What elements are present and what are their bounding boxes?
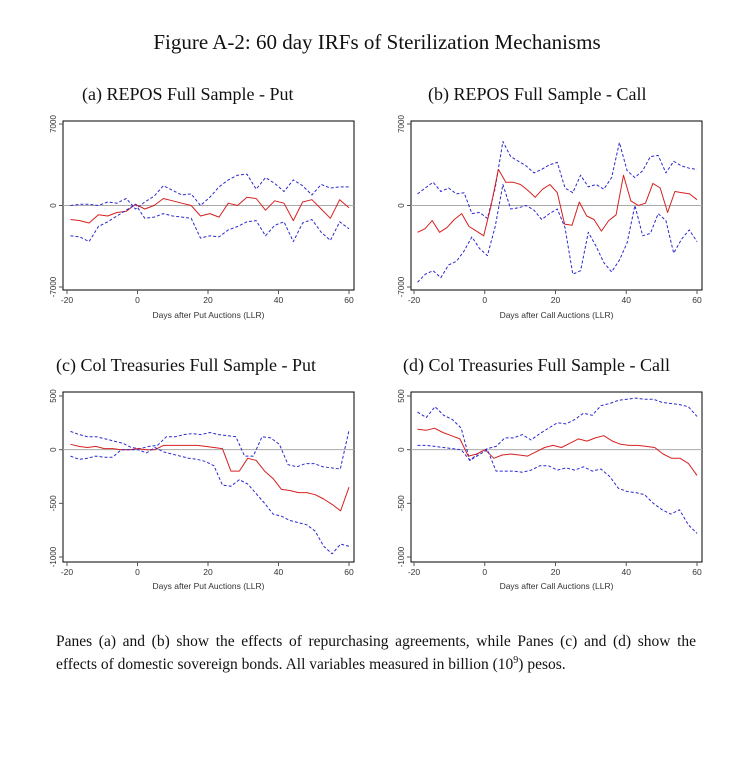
series-irf-line [417,168,698,237]
y-tick-label: 500 [397,389,406,403]
series-irf-line [417,427,698,476]
x-tick-label: 40 [274,567,284,577]
series-upper-line [417,397,698,461]
x-tick-label: -20 [61,295,74,305]
x-tick-label: -20 [408,567,421,577]
panel-a: 7000 0 -7000-20 0 20 40 60 Days after Put Aucti… [49,115,355,320]
x-tick-label: 0 [482,295,487,305]
panel-d-title: (d) Col Treasuries Full Sample - Call [403,355,670,375]
x-axis-label: Days after Call Auctions (LLR) [500,581,614,591]
series-lower-line [70,203,350,243]
series-upper-line [70,430,350,470]
x-tick-label: 20 [551,567,561,577]
y-tick-label: -7000 [49,276,58,297]
series-upper-line [417,141,698,219]
plot-frame [62,391,355,563]
panel-a-title: (a) REPOS Full Sample - Put [82,84,294,104]
plot-frame [410,391,703,563]
y-tick-label: 0 [397,203,406,208]
x-axis-label: Days after Call Auctions (LLR) [500,310,614,320]
x-axis-label: Days after Put Auctions (LLR) [153,310,265,320]
x-tick-label: 60 [692,295,702,305]
x-tick-label: -20 [61,567,74,577]
y-tick-label: -1000 [397,546,406,567]
panel-b: 7000 0 -7000-20 0 20 40 60 Days after Call Auct… [397,115,703,320]
x-tick-label: 60 [344,567,354,577]
y-tick-label: 7000 [49,115,58,133]
figure-caption: Panes (a) and (b) show the effects of re… [56,632,696,674]
series-irf-line [70,443,350,512]
x-tick-label: 0 [482,567,487,577]
y-tick-label: -500 [397,495,406,512]
panel-d: 500 0 -500 -1000-20 0 20 40 60 Days after Call A… [397,389,703,591]
x-tick-label: 40 [622,295,632,305]
series-lower-line [417,184,698,283]
series-irf-line [70,196,350,224]
series-lower-line [417,444,698,534]
series-upper-line [70,173,349,210]
y-tick-label: 7000 [397,115,406,133]
x-tick-label: 60 [344,295,354,305]
caption-text-end: ) pesos. [518,656,566,674]
panel-c: 500 0 -500 -1000-20 0 20 40 60 Days after Put Au… [49,389,355,591]
y-tick-label: 0 [49,447,58,452]
y-tick-label: -7000 [397,276,406,297]
x-tick-label: 20 [203,567,213,577]
x-tick-label: 40 [622,567,632,577]
panel-c-title: (c) Col Treasuries Full Sample - Put [56,355,316,375]
x-tick-label: 20 [203,295,213,305]
y-tick-label: -500 [49,495,58,512]
x-tick-label: 0 [135,567,140,577]
y-tick-label: 500 [49,389,58,403]
x-tick-label: 40 [274,295,284,305]
x-tick-label: 60 [692,567,702,577]
x-tick-label: 20 [551,295,561,305]
x-tick-label: 0 [135,295,140,305]
figure-title: Figure A-2: 60 day IRFs of Sterilization… [153,30,601,54]
x-tick-label: -20 [408,295,421,305]
y-tick-label: -1000 [49,546,58,567]
caption-text: Panes (a) and (b) show the effects of re… [56,633,696,674]
x-axis-label: Days after Put Auctions (LLR) [153,581,265,591]
panel-b-title: (b) REPOS Full Sample - Call [428,84,647,104]
y-tick-label: 0 [397,447,406,452]
caption-exponent: 9 [513,655,519,666]
y-tick-label: 0 [49,203,58,208]
series-lower-line [70,447,350,555]
